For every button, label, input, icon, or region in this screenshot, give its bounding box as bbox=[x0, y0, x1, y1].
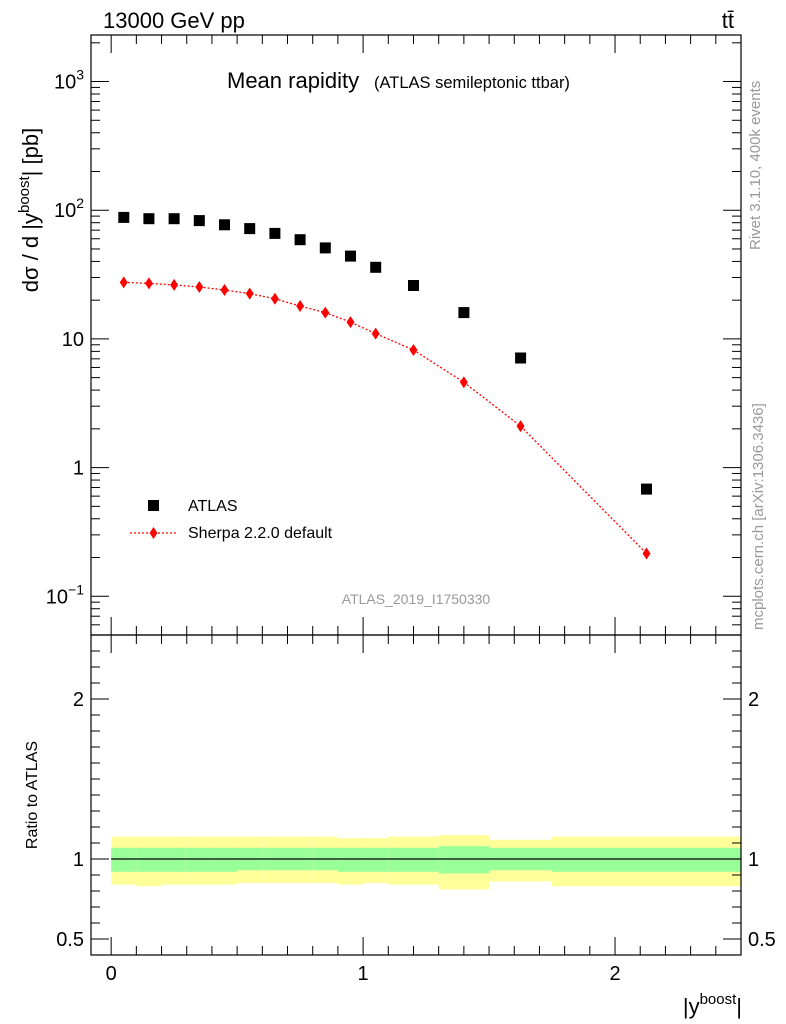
x-tick-labels: 0 1 2 bbox=[106, 963, 621, 985]
main-y-axis-title: dσ / d |yboost| [pb] bbox=[16, 128, 43, 292]
atlas-point bbox=[515, 352, 527, 364]
sherpa-point bbox=[119, 276, 128, 289]
atlas-point bbox=[219, 219, 230, 231]
atlas-point bbox=[458, 307, 470, 319]
chart-subtitle: (ATLAS semileptonic ttbar) bbox=[374, 74, 570, 92]
ratio-inner-band bbox=[552, 847, 741, 872]
process-label: tt̄ bbox=[722, 8, 734, 33]
x-tick-label: 1 bbox=[358, 963, 369, 985]
chart-title: Mean rapidity bbox=[227, 68, 359, 93]
sherpa-point bbox=[144, 277, 153, 290]
ratio-y-tick-labels: 0.5 0.5 1 1 2 2 bbox=[56, 689, 776, 951]
energy-label: 13000 GeV pp bbox=[103, 8, 245, 33]
sherpa-point bbox=[220, 283, 229, 296]
legend: ATLAS Sherpa 2.2.0 default bbox=[130, 498, 333, 542]
ratio-axis-ticks bbox=[91, 634, 742, 956]
legend-label-sherpa: Sherpa 2.2.0 default bbox=[188, 525, 333, 542]
ratio-inner-band bbox=[388, 847, 439, 872]
legend-marker-atlas bbox=[148, 500, 159, 511]
atlas-point bbox=[370, 261, 382, 273]
analysis-id: ATLAS_2019_I1750330 bbox=[342, 591, 491, 607]
ratio-inner-band bbox=[136, 847, 162, 872]
sherpa-point bbox=[409, 343, 418, 356]
y-tick-label: 102 bbox=[54, 195, 84, 222]
sherpa-point bbox=[371, 327, 380, 340]
ratio-y-tick-label-right: 0.5 bbox=[748, 929, 776, 951]
atlas-point bbox=[319, 242, 331, 254]
x-axis-title: |yboost| bbox=[683, 991, 742, 1019]
ratio-inner-band bbox=[211, 847, 238, 872]
ratio-inner-band bbox=[186, 847, 212, 872]
ratio-inner-band bbox=[363, 847, 389, 872]
y-tick-label: 10 bbox=[62, 329, 84, 351]
atlas-point bbox=[345, 250, 356, 262]
ratio-y-axis-title: Ratio to ATLAS bbox=[24, 741, 41, 849]
sherpa-point bbox=[516, 420, 525, 433]
ratio-y-tick-label-left: 2 bbox=[73, 689, 84, 711]
mcplots-info: mcplots.cern.ch [arXiv:1306.3436] bbox=[750, 403, 767, 630]
main-frame bbox=[90, 34, 742, 636]
sherpa-point bbox=[296, 300, 305, 313]
y-tick-label: 10−1 bbox=[46, 581, 84, 608]
sherpa-line bbox=[123, 281, 647, 554]
sherpa-point bbox=[321, 306, 330, 319]
main-panel: 10−1 1 10 102 103 Mean rapidity (ATLAS semil… bbox=[16, 34, 742, 636]
ratio-bands bbox=[111, 835, 741, 890]
atlas-point bbox=[193, 215, 205, 227]
legend-marker-sherpa bbox=[149, 527, 158, 539]
ratio-inner-band bbox=[161, 847, 187, 872]
x-tick-label: 0 bbox=[106, 963, 117, 985]
ratio-inner-band bbox=[337, 847, 364, 872]
sherpa-point bbox=[195, 281, 204, 294]
x-tick-label: 2 bbox=[609, 963, 620, 985]
sherpa-point bbox=[270, 292, 279, 305]
legend-label-atlas: ATLAS bbox=[188, 498, 238, 515]
atlas-point bbox=[143, 213, 155, 225]
sherpa-point bbox=[642, 547, 651, 560]
ratio-panel: 0.5 0.5 1 1 2 2 0 1 2 Ratio to ATLAS |yboost| bbox=[24, 634, 776, 1019]
ratio-y-tick-label-right: 2 bbox=[748, 689, 759, 711]
ratio-frame bbox=[90, 634, 742, 956]
rivet-info: Rivet 3.1.10, 400k events bbox=[747, 81, 764, 250]
atlas-point bbox=[408, 280, 419, 291]
atlas-point bbox=[118, 211, 130, 223]
main-axis-ticks bbox=[91, 35, 742, 636]
sherpa-point bbox=[346, 316, 355, 329]
ratio-y-tick-label-right: 1 bbox=[748, 849, 759, 871]
sherpa-point bbox=[459, 376, 468, 389]
atlas-point bbox=[244, 223, 256, 235]
ratio-inner-band bbox=[438, 846, 490, 874]
y-tick-label: 1 bbox=[73, 458, 84, 480]
atlas-point bbox=[269, 227, 281, 239]
main-data-layer bbox=[118, 211, 652, 560]
atlas-point bbox=[168, 213, 180, 225]
sherpa-point bbox=[170, 278, 179, 291]
atlas-point bbox=[294, 234, 306, 246]
ratio-inner-band bbox=[111, 847, 137, 872]
y-tick-label: 103 bbox=[54, 67, 84, 94]
sherpa-point bbox=[245, 287, 254, 300]
atlas-point bbox=[641, 483, 652, 495]
ratio-y-tick-label-left: 1 bbox=[73, 849, 84, 871]
ratio-y-tick-label-left: 0.5 bbox=[56, 929, 84, 951]
main-y-tick-labels: 10−1 1 10 102 103 bbox=[46, 67, 84, 609]
